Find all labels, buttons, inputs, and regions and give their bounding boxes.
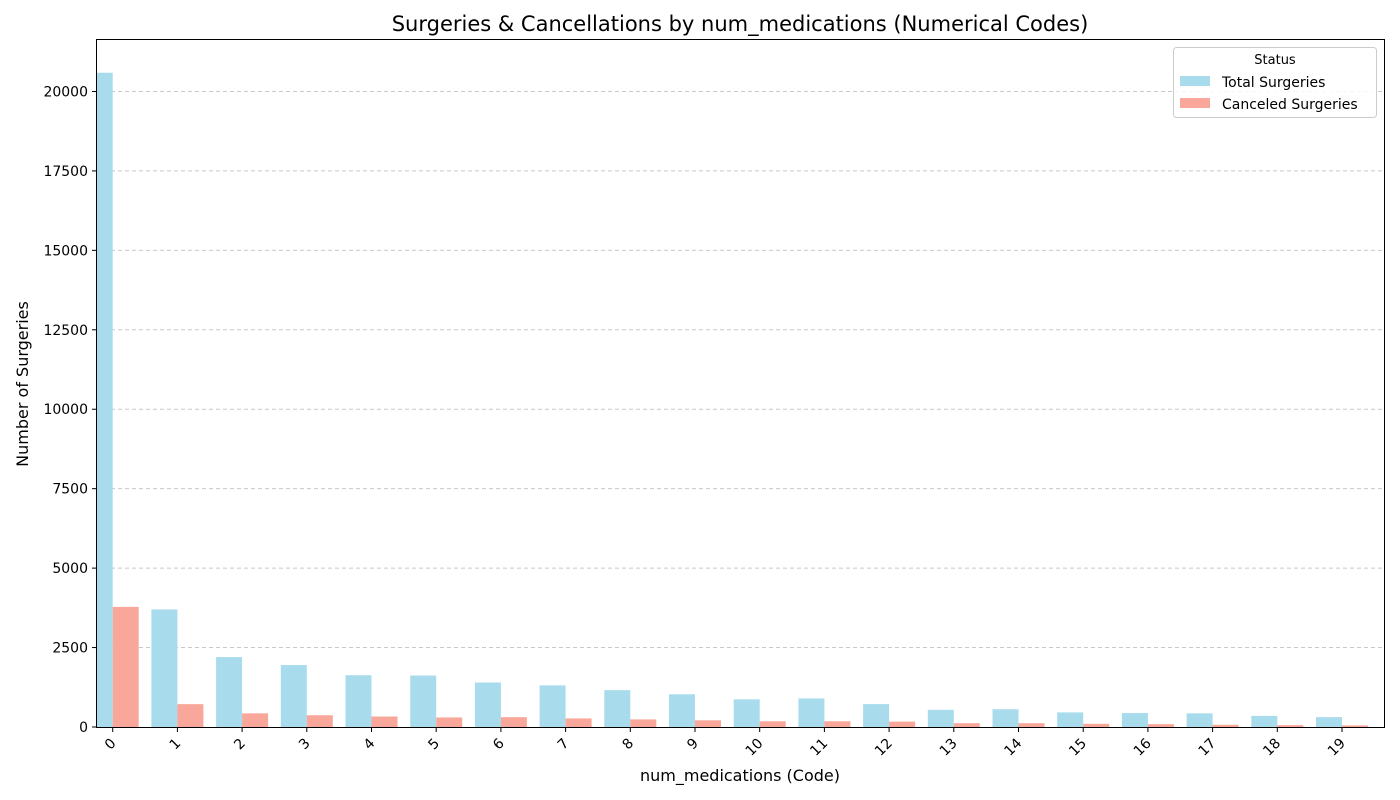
- y-tick-label: 5000: [52, 561, 88, 577]
- bar-total-surgeries: [992, 709, 1019, 727]
- bar-canceled-surgeries: [565, 718, 592, 727]
- bar-canceled-surgeries: [1018, 723, 1045, 727]
- x-tick-label: 14: [1001, 735, 1025, 759]
- bar-canceled-surgeries: [1083, 723, 1110, 727]
- bar-canceled-surgeries: [112, 606, 139, 727]
- y-tick-label: 0: [79, 720, 88, 736]
- bar-total-surgeries: [216, 657, 243, 727]
- bar-canceled-surgeries: [242, 713, 269, 727]
- bar-canceled-surgeries: [500, 717, 527, 727]
- plot-frame: [96, 39, 1385, 728]
- x-tick-label: 18: [1260, 736, 1284, 760]
- legend-label-total: Total Surgeries: [1221, 75, 1325, 91]
- x-tick-label: 7: [555, 736, 573, 754]
- bars: [97, 72, 1368, 727]
- y-tick-label: 2500: [52, 641, 88, 657]
- legend-box: [1173, 47, 1377, 118]
- legend-swatch-total: [1180, 76, 1210, 86]
- bar-total-surgeries: [345, 675, 372, 727]
- gridlines: [97, 90, 1384, 649]
- bar-total-surgeries: [1057, 712, 1084, 727]
- bar-canceled-surgeries: [824, 721, 851, 727]
- legend-title: Status: [1254, 53, 1296, 68]
- x-tick-label: 11: [807, 736, 831, 760]
- x-axis-label: num_medications (Code): [640, 766, 840, 786]
- bar-canceled-surgeries: [1147, 724, 1174, 727]
- x-tick-label: 16: [1131, 735, 1155, 759]
- bar-total-surgeries: [1316, 717, 1342, 727]
- x-axis: 0 1 2 3 4 5 6 7 8 9 10 11 12 13 14 15 16 17 18 19: [102, 727, 1349, 759]
- x-tick-label: 10: [743, 736, 767, 760]
- bar-canceled-surgeries: [889, 721, 916, 727]
- legend-label-canceled: Canceled Surgeries: [1222, 97, 1358, 113]
- bar-total-surgeries: [669, 694, 695, 727]
- bar-canceled-surgeries: [371, 716, 398, 727]
- bar-canceled-surgeries: [1277, 725, 1304, 727]
- bar-canceled-surgeries: [177, 704, 204, 727]
- bar-canceled-surgeries: [1342, 725, 1368, 727]
- y-tick-label: 12500: [43, 323, 88, 339]
- bar-total-surgeries: [1251, 715, 1278, 727]
- legend: Status Total Surgeries Canceled Surgerie…: [1173, 47, 1377, 118]
- x-tick-label: 1: [167, 736, 185, 754]
- bar-total-surgeries: [863, 704, 890, 727]
- x-tick-label: 4: [361, 735, 379, 753]
- bar-total-surgeries: [733, 699, 760, 727]
- x-tick-label: 13: [937, 736, 961, 760]
- x-tick-label: 17: [1196, 736, 1220, 760]
- chart-title: Surgeries & Cancellations by num_medicat…: [392, 12, 1089, 37]
- x-tick-label: 6: [490, 735, 508, 753]
- x-tick-label: 9: [684, 736, 702, 754]
- bar-total-surgeries: [539, 685, 566, 727]
- bar-total-surgeries: [410, 675, 437, 727]
- y-axis-label: Number of Surgeries: [13, 301, 32, 467]
- bar-total-surgeries: [474, 682, 501, 727]
- x-tick-label: 19: [1325, 736, 1349, 760]
- y-tick-label: 10000: [43, 402, 88, 418]
- bar-total-surgeries: [280, 665, 307, 727]
- x-tick-label: 5: [425, 736, 443, 754]
- x-tick-label: 8: [620, 736, 638, 754]
- y-axis: 0 2500 5000 7500 10000 12500 15000 17500 20000: [43, 84, 97, 736]
- bar-total-surgeries: [151, 609, 178, 727]
- x-tick-label: 2: [231, 736, 249, 754]
- x-tick-label: 15: [1066, 736, 1090, 760]
- x-tick-label: 3: [296, 736, 314, 754]
- y-tick-label: 7500: [52, 482, 88, 498]
- y-tick-label: 17500: [43, 164, 88, 180]
- bar-total-surgeries: [927, 709, 954, 727]
- bar-canceled-surgeries: [695, 720, 721, 727]
- bar-canceled-surgeries: [436, 717, 463, 727]
- bar-total-surgeries: [798, 698, 825, 727]
- bar-total-surgeries: [604, 690, 631, 727]
- bar-canceled-surgeries: [759, 721, 786, 727]
- bar-total-surgeries: [1186, 713, 1213, 727]
- y-tick-label: 20000: [43, 84, 88, 100]
- bar-total-surgeries: [97, 72, 113, 727]
- bar-canceled-surgeries: [306, 715, 333, 727]
- x-tick-label: 0: [102, 736, 120, 754]
- bar-total-surgeries: [1121, 713, 1148, 727]
- bar-canceled-surgeries: [953, 723, 980, 727]
- y-tick-label: 15000: [43, 243, 88, 259]
- x-tick-label: 12: [872, 736, 896, 760]
- legend-swatch-canceled: [1180, 98, 1210, 108]
- bar-canceled-surgeries: [1212, 724, 1239, 727]
- bar-canceled-surgeries: [630, 719, 657, 727]
